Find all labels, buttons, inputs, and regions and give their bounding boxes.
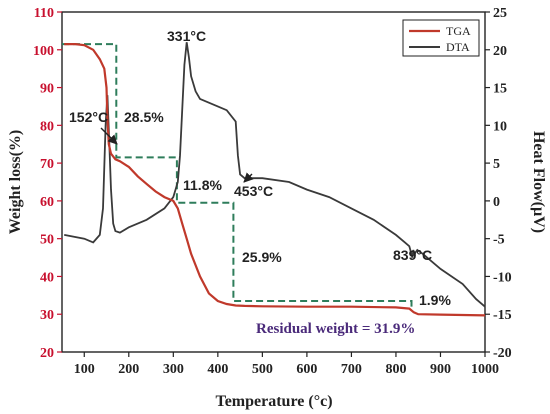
legend-label-dta: DTA bbox=[446, 40, 470, 54]
right-tick-label: -20 bbox=[493, 346, 512, 361]
right-tick-label: 15 bbox=[493, 82, 507, 97]
x-axis-title: Temperature (°c) bbox=[215, 393, 332, 410]
annotation-loss-4: 1.9% bbox=[419, 292, 451, 308]
annotation-453c: 453°C bbox=[234, 183, 273, 199]
bottom-tick-label: 100 bbox=[74, 362, 95, 377]
right-tick-label: 5 bbox=[493, 157, 500, 172]
annotation-331c: 331°C bbox=[167, 28, 206, 44]
bottom-tick-label: 400 bbox=[207, 362, 228, 377]
left-tick-label: 60 bbox=[40, 195, 54, 210]
left-tick-label: 40 bbox=[40, 270, 54, 285]
right-tick-label: -5 bbox=[493, 233, 505, 248]
legend-label-tga: TGA bbox=[446, 24, 471, 38]
plot-area bbox=[61, 11, 486, 353]
annotation-loss-1: 28.5% bbox=[124, 109, 164, 125]
left-tick-label: 50 bbox=[40, 233, 54, 248]
bottom-axis-ticks: 100 200 300 400 500 600 700 800 900 1000 bbox=[74, 352, 499, 377]
y-axis-title: Weight loss(%) bbox=[7, 130, 24, 234]
left-tick-label: 30 bbox=[40, 308, 54, 323]
arrow-453c bbox=[243, 172, 254, 183]
bottom-tick-label: 900 bbox=[430, 362, 451, 377]
bottom-tick-label: 800 bbox=[385, 362, 406, 377]
right-tick-label: 20 bbox=[493, 44, 507, 59]
weight-loss-step-line bbox=[62, 43, 413, 308]
left-tick-label: 20 bbox=[40, 346, 54, 361]
left-tick-label: 100 bbox=[33, 44, 54, 59]
annotations: 152°C 331°C 453°C 839°C 28.5% 11.8% 25.9… bbox=[69, 28, 451, 337]
bottom-tick-label: 500 bbox=[252, 362, 273, 377]
arrow-152c bbox=[100, 127, 118, 145]
bottom-tick-label: 300 bbox=[163, 362, 184, 377]
left-tick-label: 80 bbox=[40, 119, 54, 134]
annotation-839c: 839°C bbox=[393, 247, 432, 263]
bottom-tick-label: 600 bbox=[296, 362, 317, 377]
dta-series-line bbox=[64, 42, 486, 308]
plot-frame bbox=[61, 11, 486, 353]
right-axis-ticks: -20 -15 -10 -5 0 5 10 15 20 25 bbox=[485, 6, 512, 361]
annotation-loss-2: 11.8% bbox=[183, 177, 222, 193]
annotation-152c: 152°C bbox=[69, 109, 108, 125]
bottom-tick-label: 700 bbox=[341, 362, 362, 377]
legend: TGA DTA bbox=[402, 19, 480, 57]
legend-box bbox=[402, 19, 480, 57]
left-tick-label: 70 bbox=[40, 157, 54, 172]
y2-axis-title: Heat Flow(µV) bbox=[530, 131, 547, 233]
right-tick-label: -15 bbox=[493, 308, 512, 323]
left-tick-label: 110 bbox=[34, 6, 54, 21]
annotation-loss-3: 25.9% bbox=[242, 249, 282, 265]
bottom-tick-label: 1000 bbox=[471, 362, 499, 377]
left-tick-label: 90 bbox=[40, 82, 54, 97]
right-tick-label: 10 bbox=[493, 119, 507, 134]
left-axis-ticks: 20 30 40 50 60 70 80 90 100 110 bbox=[33, 6, 62, 361]
right-tick-label: 0 bbox=[493, 195, 500, 210]
annotation-residual: Residual weight = 31.9% bbox=[256, 321, 415, 337]
right-tick-label: 25 bbox=[493, 6, 507, 21]
right-tick-label: -10 bbox=[493, 270, 512, 285]
bottom-tick-label: 200 bbox=[118, 362, 139, 377]
tga-series-line bbox=[64, 43, 486, 317]
